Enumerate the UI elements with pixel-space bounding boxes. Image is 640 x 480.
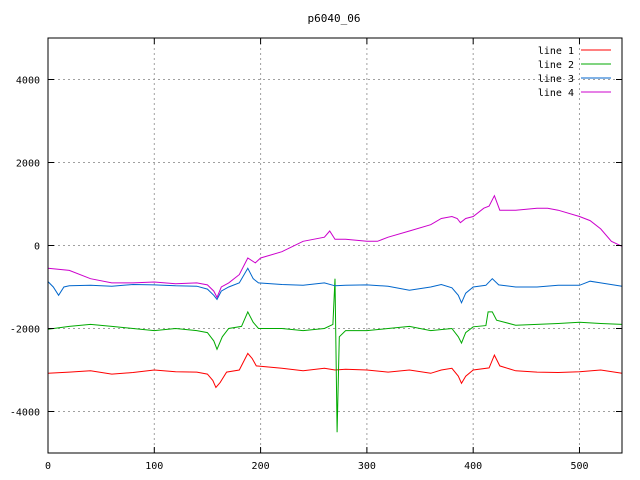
x-tick-label: 200 (252, 461, 270, 472)
x-axis-ticks: 0 100 200 300 400 500 (45, 38, 589, 472)
y-tick-label: 2000 (16, 159, 40, 170)
x-tick-label: 100 (145, 461, 163, 472)
x-tick-label: 400 (464, 461, 482, 472)
legend-label-2: line 2 (538, 60, 574, 71)
x-tick-label: 500 (570, 461, 588, 472)
x-tick-label: 0 (45, 461, 51, 472)
y-axis-ticks: -4000 -2000 0 2000 4000 (10, 76, 622, 419)
series-line-2 (47, 278, 623, 433)
grid-lines (48, 38, 622, 453)
y-tick-label: -4000 (10, 408, 40, 419)
legend: line 1 line 2 line 3 line 4 (538, 46, 611, 99)
chart-title: p6040_06 (308, 12, 361, 25)
y-tick-label: -2000 (10, 325, 40, 336)
series-line-4 (47, 194, 623, 299)
legend-label-1: line 1 (538, 46, 574, 57)
y-tick-label: 4000 (16, 76, 40, 87)
legend-label-3: line 3 (538, 74, 574, 85)
legend-label-4: line 4 (538, 88, 574, 99)
y-tick-label: 0 (34, 242, 40, 253)
x-tick-label: 300 (358, 461, 376, 472)
series-line-1 (47, 352, 623, 389)
series-group (47, 194, 623, 433)
series-line-3 (47, 267, 623, 305)
